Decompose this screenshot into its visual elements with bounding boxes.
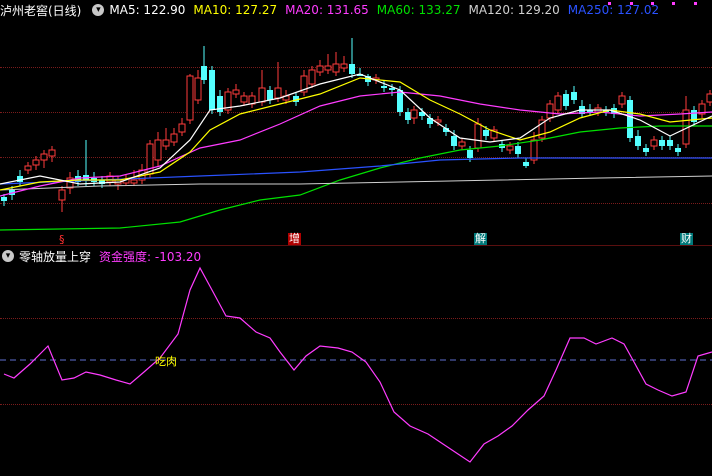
- candle: [618, 92, 626, 108]
- capital-strength-line: [3, 266, 712, 463]
- ma60-value: MA60: 133.27: [376, 3, 461, 17]
- grid-line: [0, 67, 712, 68]
- ma10-value: MA10: 127.27: [193, 3, 278, 17]
- candle: [530, 132, 538, 164]
- candle: [24, 162, 32, 174]
- candle: [427, 114, 433, 128]
- candle: [209, 66, 215, 114]
- candle: [1, 194, 7, 206]
- candle: [410, 106, 418, 124]
- candle: [224, 88, 232, 114]
- indicator-name[interactable]: 零轴放量上穿: [19, 249, 92, 264]
- stock-title[interactable]: 泸州老窖(日线): [0, 3, 82, 18]
- candle: [635, 130, 641, 150]
- candle: [458, 138, 466, 150]
- ma250-value: MA250: 127.02: [567, 3, 660, 17]
- candle: [515, 142, 521, 158]
- candlestick-chart[interactable]: [0, 0, 712, 245]
- ma120-line: [0, 175, 712, 191]
- indicator-annotation: 吃肉: [155, 355, 177, 368]
- ma5-value: MA5: 122.90: [109, 3, 186, 17]
- grid-line: [0, 203, 712, 204]
- event-marker-finance[interactable]: 财: [680, 232, 693, 245]
- candle: [357, 68, 363, 76]
- candle: [316, 60, 324, 76]
- candle: [538, 116, 546, 142]
- candle: [170, 128, 178, 146]
- candle: [194, 70, 202, 104]
- grid-line: [0, 112, 712, 113]
- candle: [381, 80, 387, 92]
- candle: [389, 84, 395, 96]
- ma20-value: MA20: 131.65: [285, 3, 369, 17]
- candle: [48, 146, 56, 162]
- candle: [293, 92, 299, 106]
- candle: [571, 86, 577, 104]
- candle: [490, 126, 498, 142]
- candle: [349, 38, 355, 78]
- candle: [240, 92, 248, 106]
- candle: [300, 70, 308, 96]
- candle: [340, 56, 348, 72]
- candle: [667, 136, 673, 150]
- ma10-line: [0, 77, 712, 191]
- panel-divider: [0, 245, 712, 246]
- candle: [706, 90, 712, 106]
- candle: [554, 92, 562, 114]
- candle: [443, 124, 449, 136]
- candle: [627, 96, 633, 142]
- candle: [40, 150, 48, 168]
- candle: [563, 90, 569, 110]
- candle: [308, 66, 316, 88]
- indicator-header: ▾ 零轴放量上穿 资金强度: -103.20: [0, 246, 209, 266]
- ma250-line: [0, 157, 712, 185]
- grid-line: [0, 404, 712, 405]
- candle: [650, 136, 658, 150]
- candle: [332, 52, 340, 76]
- candle: [186, 74, 194, 124]
- grid-line: [0, 157, 712, 158]
- indicator-value: 资金强度: -103.20: [99, 249, 202, 264]
- event-marker-increase[interactable]: 增: [288, 232, 301, 245]
- candle: [201, 46, 207, 84]
- candle: [523, 158, 529, 168]
- grid-line: [0, 318, 712, 319]
- ma5-line: [0, 73, 712, 185]
- ma60-line: [0, 125, 712, 231]
- candle: [232, 84, 240, 98]
- chevron-down-icon[interactable]: ▾: [2, 250, 14, 262]
- candle: [643, 144, 649, 156]
- main-chart-header: 泸州老窖(日线) ▾ MA5: 122.90 MA10: 127.27 MA20…: [0, 0, 667, 20]
- event-marker-section[interactable]: §: [59, 233, 65, 246]
- candle: [691, 106, 697, 126]
- candle: [154, 132, 162, 166]
- candle: [405, 108, 411, 124]
- ma20-line: [0, 91, 712, 197]
- event-marker-unlock[interactable]: 解: [474, 232, 487, 245]
- candle: [675, 144, 681, 156]
- ma120-value: MA120: 129.20: [468, 3, 560, 17]
- candle: [397, 86, 403, 116]
- candle: [178, 118, 186, 136]
- chevron-down-icon[interactable]: ▾: [92, 4, 105, 16]
- candle: [32, 156, 40, 170]
- candle: [659, 136, 665, 150]
- candle: [217, 90, 223, 116]
- candle: [324, 54, 332, 74]
- candle: [698, 100, 706, 118]
- candle: [267, 86, 273, 104]
- candle: [162, 128, 170, 150]
- candle: [58, 186, 66, 212]
